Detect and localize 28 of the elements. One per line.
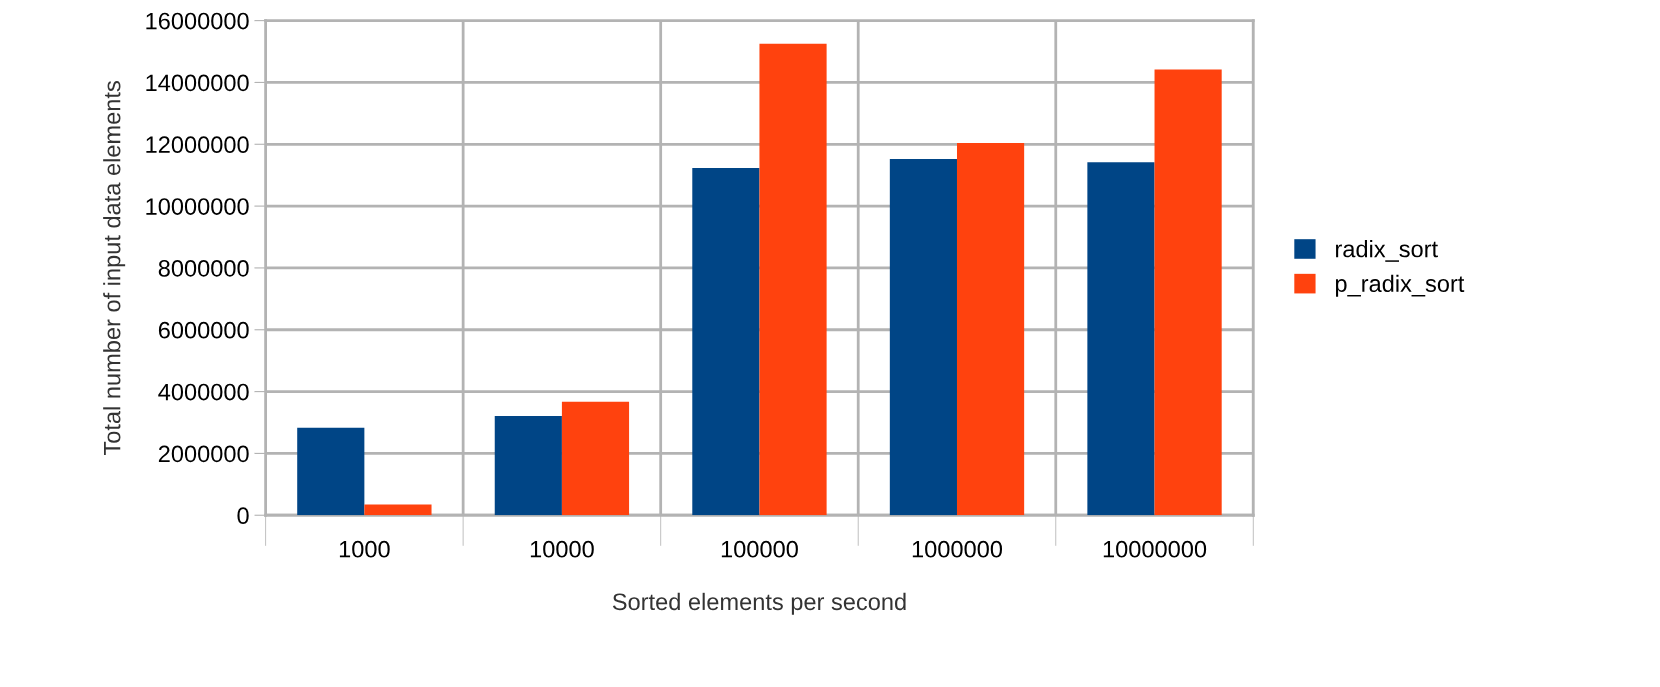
bar [1087, 162, 1155, 516]
y-tick-label: 12000000 [146, 136, 249, 154]
bar [494, 416, 562, 516]
bar [561, 401, 630, 516]
bar [297, 427, 365, 516]
y-tick-label: 10000000 [146, 198, 249, 215]
legend-label: radix_sort [1336, 240, 1438, 262]
y-tick-label: 6000000 [158, 321, 249, 339]
y-tick-label: 8000000 [158, 260, 249, 277]
x-axis-title: Sorted elements per second [612, 592, 906, 615]
bar [364, 504, 432, 516]
bar [1154, 69, 1222, 516]
x-tick-label: 10000 [530, 540, 594, 558]
y-axis-title: Total number of input data elements [103, 81, 126, 456]
x-tick-label: 100000 [721, 540, 798, 558]
bar [889, 159, 957, 516]
x-tick-label: 1000 [339, 540, 390, 558]
legend-label: p_radix_sort [1335, 274, 1465, 297]
y-tick-label: 4000000 [158, 383, 249, 401]
x-tick-label: 10000000 [1103, 540, 1207, 558]
x-tick-label: 1000000 [912, 540, 1003, 558]
bar [692, 168, 760, 516]
bar [759, 43, 827, 516]
y-tick-label: 0 [237, 507, 249, 525]
y-tick-label: 2000000 [158, 445, 249, 463]
y-tick-label: 16000000 [146, 12, 249, 30]
y-tick-label: 14000000 [146, 74, 249, 92]
bar [956, 143, 1025, 516]
